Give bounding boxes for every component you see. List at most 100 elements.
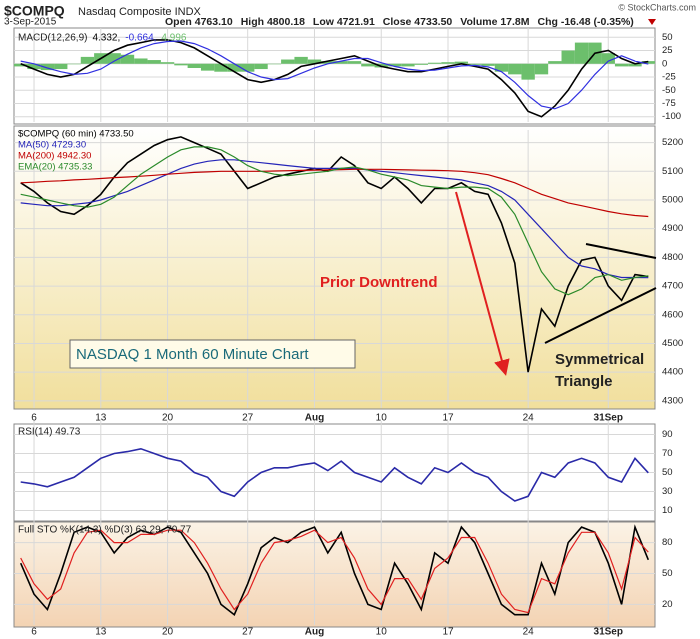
- x-tick-label: 13: [95, 627, 107, 638]
- legend-entry: 4.332,: [92, 33, 120, 44]
- histogram-bar: [508, 63, 522, 75]
- y-tick-label: -75: [662, 98, 676, 109]
- legend-title: Full STO %K(14,3) %D(3) 63.29, 70.77: [18, 525, 192, 536]
- y-tick-label: 80: [662, 537, 673, 548]
- histogram-bar: [241, 63, 255, 72]
- symbol: $COMPQ: [4, 3, 65, 19]
- x-tick-label: Aug: [305, 413, 324, 424]
- histogram-bar: [254, 63, 268, 70]
- y-tick-label: 25: [662, 45, 673, 56]
- quote-field: Close 4733.50: [383, 16, 453, 28]
- x-tick-label: 24: [523, 413, 535, 424]
- histogram-bar: [307, 59, 322, 64]
- y-tick-label: 5200: [662, 137, 683, 148]
- legend-title: MACD(12,26,9): [18, 33, 87, 44]
- histogram-bar: [200, 63, 215, 71]
- y-tick-label: 10: [662, 505, 673, 516]
- histogram-bar: [321, 61, 335, 64]
- histogram-bar: [147, 60, 161, 64]
- histogram-bar: [574, 42, 589, 64]
- histogram-bar: [334, 61, 348, 64]
- plot-layer: 50 25 0 -25 -50 -75 -100 MACD(12,26,9) 4.332, -0.…: [14, 28, 683, 638]
- x-tick-label: 20: [162, 627, 174, 638]
- x-tick-label: 6: [31, 627, 37, 638]
- histogram-bar: [67, 63, 81, 65]
- y-tick-label: 30: [662, 486, 673, 497]
- triangle-upper: [585, 243, 657, 259]
- histogram-bar: [494, 63, 509, 72]
- histogram-bar: [227, 63, 242, 72]
- x-tick-label: 10: [376, 627, 388, 638]
- x-tick-label: Aug: [305, 627, 324, 638]
- y-tick-label: 90: [662, 429, 673, 440]
- series-line: [20, 40, 649, 110]
- triangle-lower: [544, 287, 657, 344]
- x-tick-label: 27: [242, 413, 254, 424]
- histogram-bar: [548, 61, 562, 64]
- y-tick-label: 4400: [662, 367, 683, 378]
- y-tick-label: 5000: [662, 195, 683, 206]
- y-tick-label: 4600: [662, 309, 683, 320]
- x-tick-label: 27: [242, 627, 254, 638]
- y-tick-label: 4800: [662, 252, 683, 263]
- annotation: Triangle: [555, 373, 613, 390]
- histogram-bar: [294, 56, 308, 64]
- histogram-bar: [561, 50, 575, 64]
- histogram-bar: [160, 62, 175, 64]
- macd-panel: [13, 27, 656, 125]
- legend-entry: MA(200) 4942.30: [18, 151, 91, 162]
- quote: Open 4763.10 High 4800.18 Low 4721.91 Close…: [165, 16, 634, 28]
- downtrend-arrow: [455, 191, 510, 376]
- y-tick-label: 4300: [662, 395, 683, 406]
- histogram-bar: [361, 63, 375, 67]
- histogram-bar: [387, 63, 402, 67]
- histogram-bar: [54, 63, 68, 70]
- legend-entry: $COMPQ (60 min) 4733.50: [18, 129, 134, 140]
- y-tick-label: -50: [662, 85, 676, 96]
- series-line: [20, 146, 649, 296]
- series-line: [20, 159, 649, 279]
- histogram-bar: [614, 63, 629, 67]
- histogram-bar: [468, 63, 482, 65]
- histogram-bar: [414, 63, 428, 65]
- x-tick-label: 31Sep: [594, 413, 623, 424]
- series-line: [19, 524, 650, 616]
- y-tick-label: 4900: [662, 223, 683, 234]
- histogram-bar: [628, 63, 642, 67]
- histogram-bar: [80, 56, 95, 64]
- histogram-bar: [27, 63, 41, 70]
- x-tick-label: 17: [442, 413, 454, 424]
- histogram-bar: [347, 61, 362, 64]
- legend-entry: MA(50) 4729.30: [18, 140, 86, 151]
- x-tick-label: 31Sep: [594, 627, 623, 638]
- annotation: Prior Downtrend: [320, 274, 438, 291]
- series-line: [20, 136, 649, 373]
- y-tick-label: 0: [662, 58, 667, 69]
- histogram-bar: [441, 62, 455, 64]
- y-tick-label: 4700: [662, 281, 683, 292]
- histogram-bar: [427, 62, 442, 64]
- x-tick-label: 24: [523, 627, 535, 638]
- histogram-bar: [534, 63, 549, 75]
- x-tick-label: 10: [376, 413, 388, 424]
- annotation-box: [69, 339, 356, 369]
- histogram-bar: [454, 61, 469, 64]
- x-tick-label: 6: [31, 413, 37, 424]
- histogram-bar: [134, 58, 148, 64]
- histogram-bar: [174, 63, 188, 66]
- quote-field: Open 4763.10: [165, 16, 233, 28]
- y-tick-label: -25: [662, 72, 676, 83]
- date: 3-Sep-2015: [4, 17, 57, 28]
- histogram-bar: [401, 63, 415, 67]
- histogram-bar: [107, 53, 121, 64]
- histogram-bar: [187, 63, 201, 68]
- y-tick-label: 5100: [662, 166, 683, 177]
- y-tick-label: 50: [662, 568, 673, 579]
- x-tick-label: 20: [162, 413, 174, 424]
- histogram-bar: [14, 63, 28, 67]
- quote-field: Volume 17.8M: [460, 16, 529, 28]
- histogram-bar: [601, 53, 615, 64]
- x-tick-label: 17: [442, 627, 454, 638]
- histogram-bar: [521, 63, 535, 80]
